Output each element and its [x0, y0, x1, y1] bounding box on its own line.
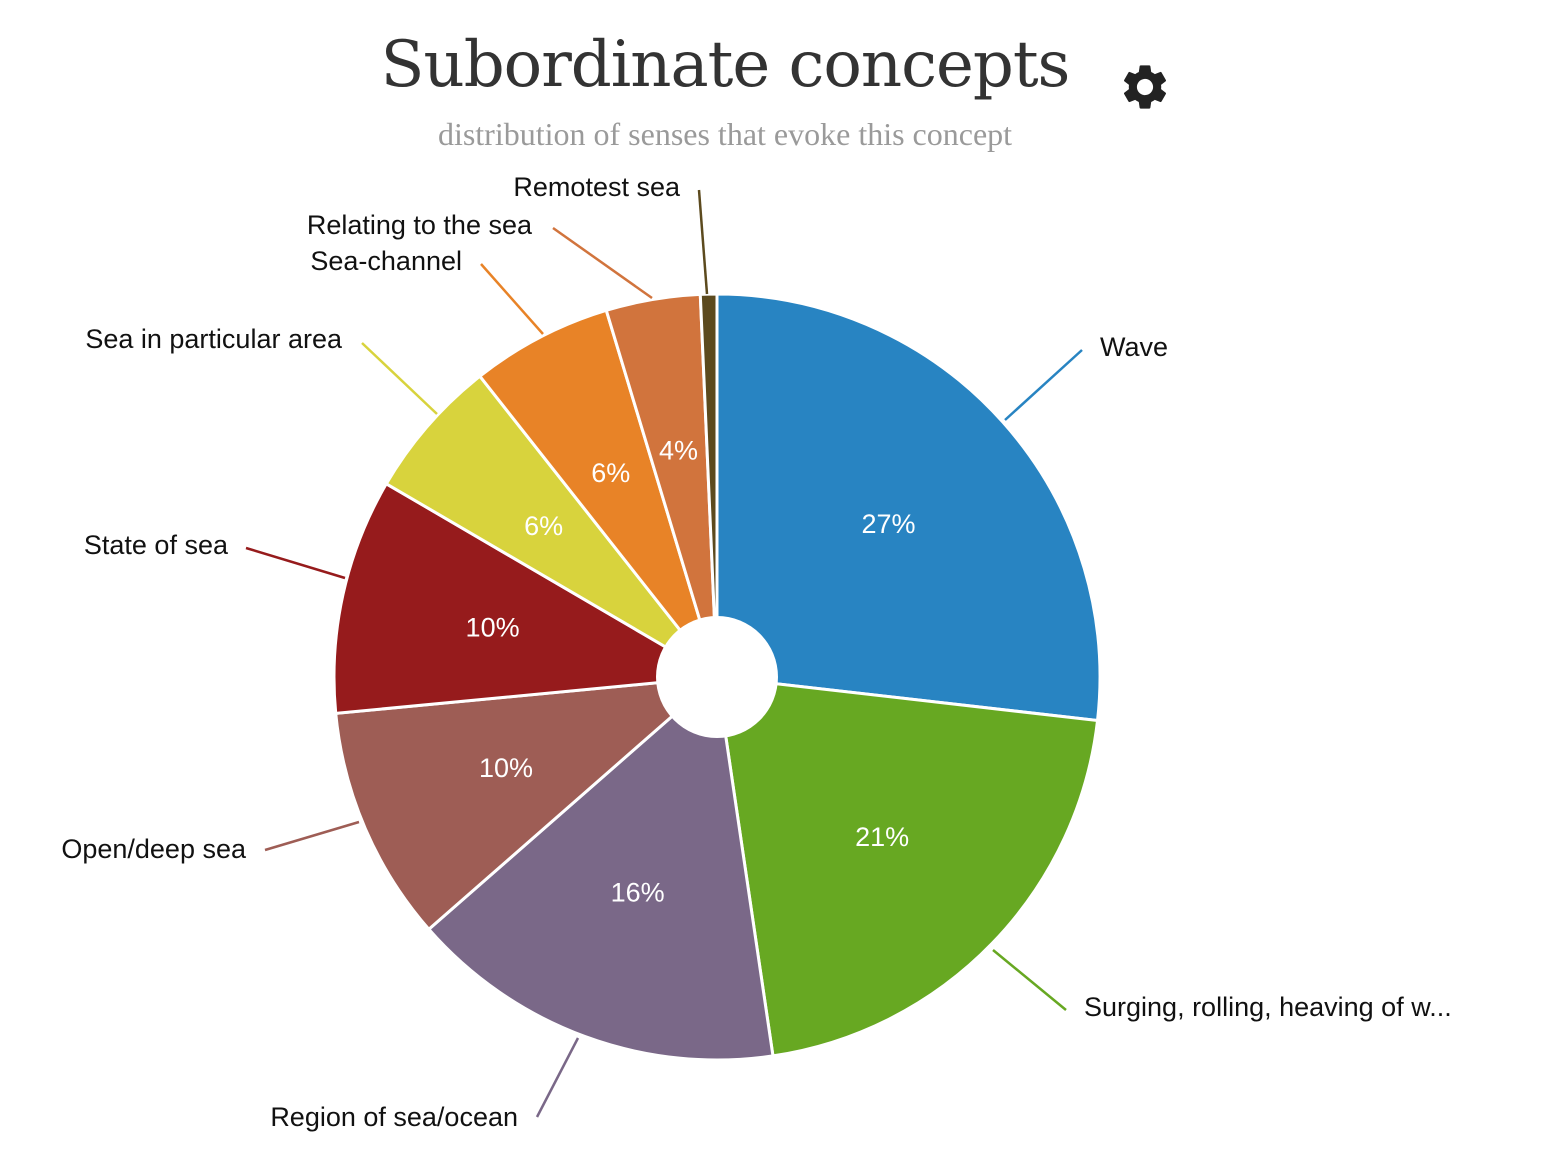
leader-line [552, 226, 653, 300]
pie-slice-wave[interactable] [715, 292, 1102, 723]
slice-percent-label: 4% [659, 435, 698, 465]
slice-category-label: Sea-channel [310, 246, 462, 276]
slice-category-label: Remotest sea [513, 172, 681, 202]
slice-percent-label: 10% [479, 753, 533, 783]
leader-line [535, 1037, 580, 1118]
slice-category-label: Sea in particular area [85, 324, 343, 354]
pie-slice-sea-channel[interactable] [477, 308, 719, 678]
leader-line [697, 189, 709, 295]
pie-slice-state-of-sea[interactable] [332, 481, 722, 716]
chart-title: Subordinate concepts [380, 28, 1071, 102]
leader-line [264, 820, 360, 852]
leader-line [992, 949, 1067, 1011]
leader-line [1004, 349, 1083, 421]
donut-hole [656, 616, 778, 738]
slice-category-label: Surging, rolling, heaving of w... [1084, 992, 1452, 1022]
slice-percent-label: 27% [861, 509, 915, 539]
slice-percent-label: 16% [611, 878, 665, 908]
pie-slice-remotest-sea[interactable] [698, 292, 719, 678]
slice-category-label: Region of sea/ocean [270, 1102, 518, 1132]
pie-slice-open-deep-sea[interactable] [334, 675, 722, 932]
pie-slices [332, 292, 1102, 1062]
slice-category-label: Relating to the sea [307, 210, 533, 240]
gear-icon[interactable] [1118, 60, 1172, 114]
leader-line [361, 342, 438, 415]
leader-lines [245, 189, 1083, 1118]
chart-subtitle: distribution of senses that evoke this c… [437, 116, 1013, 152]
slice-percent-label: 6% [524, 511, 563, 541]
leader-line [245, 546, 346, 580]
slice-percent-label: 10% [466, 613, 520, 643]
slice-category-label: Wave [1100, 332, 1168, 362]
slice-percent-label: 21% [855, 822, 909, 852]
slice-percent-label: 6% [591, 458, 630, 488]
slice-category-label: Open/deep sea [61, 834, 247, 864]
pie-slice-region-of-sea-ocean[interactable] [426, 674, 775, 1062]
pie-slice-sea-in-particular-area[interactable] [384, 374, 719, 679]
pie-slice-surging-rolling-heaving-of-w[interactable] [715, 675, 1100, 1058]
slice-labels: 27% Wave 21% Surging, rolling, heaving of w… [61, 172, 1451, 1132]
slice-category-label: State of sea [84, 530, 229, 560]
leader-line [480, 263, 544, 335]
